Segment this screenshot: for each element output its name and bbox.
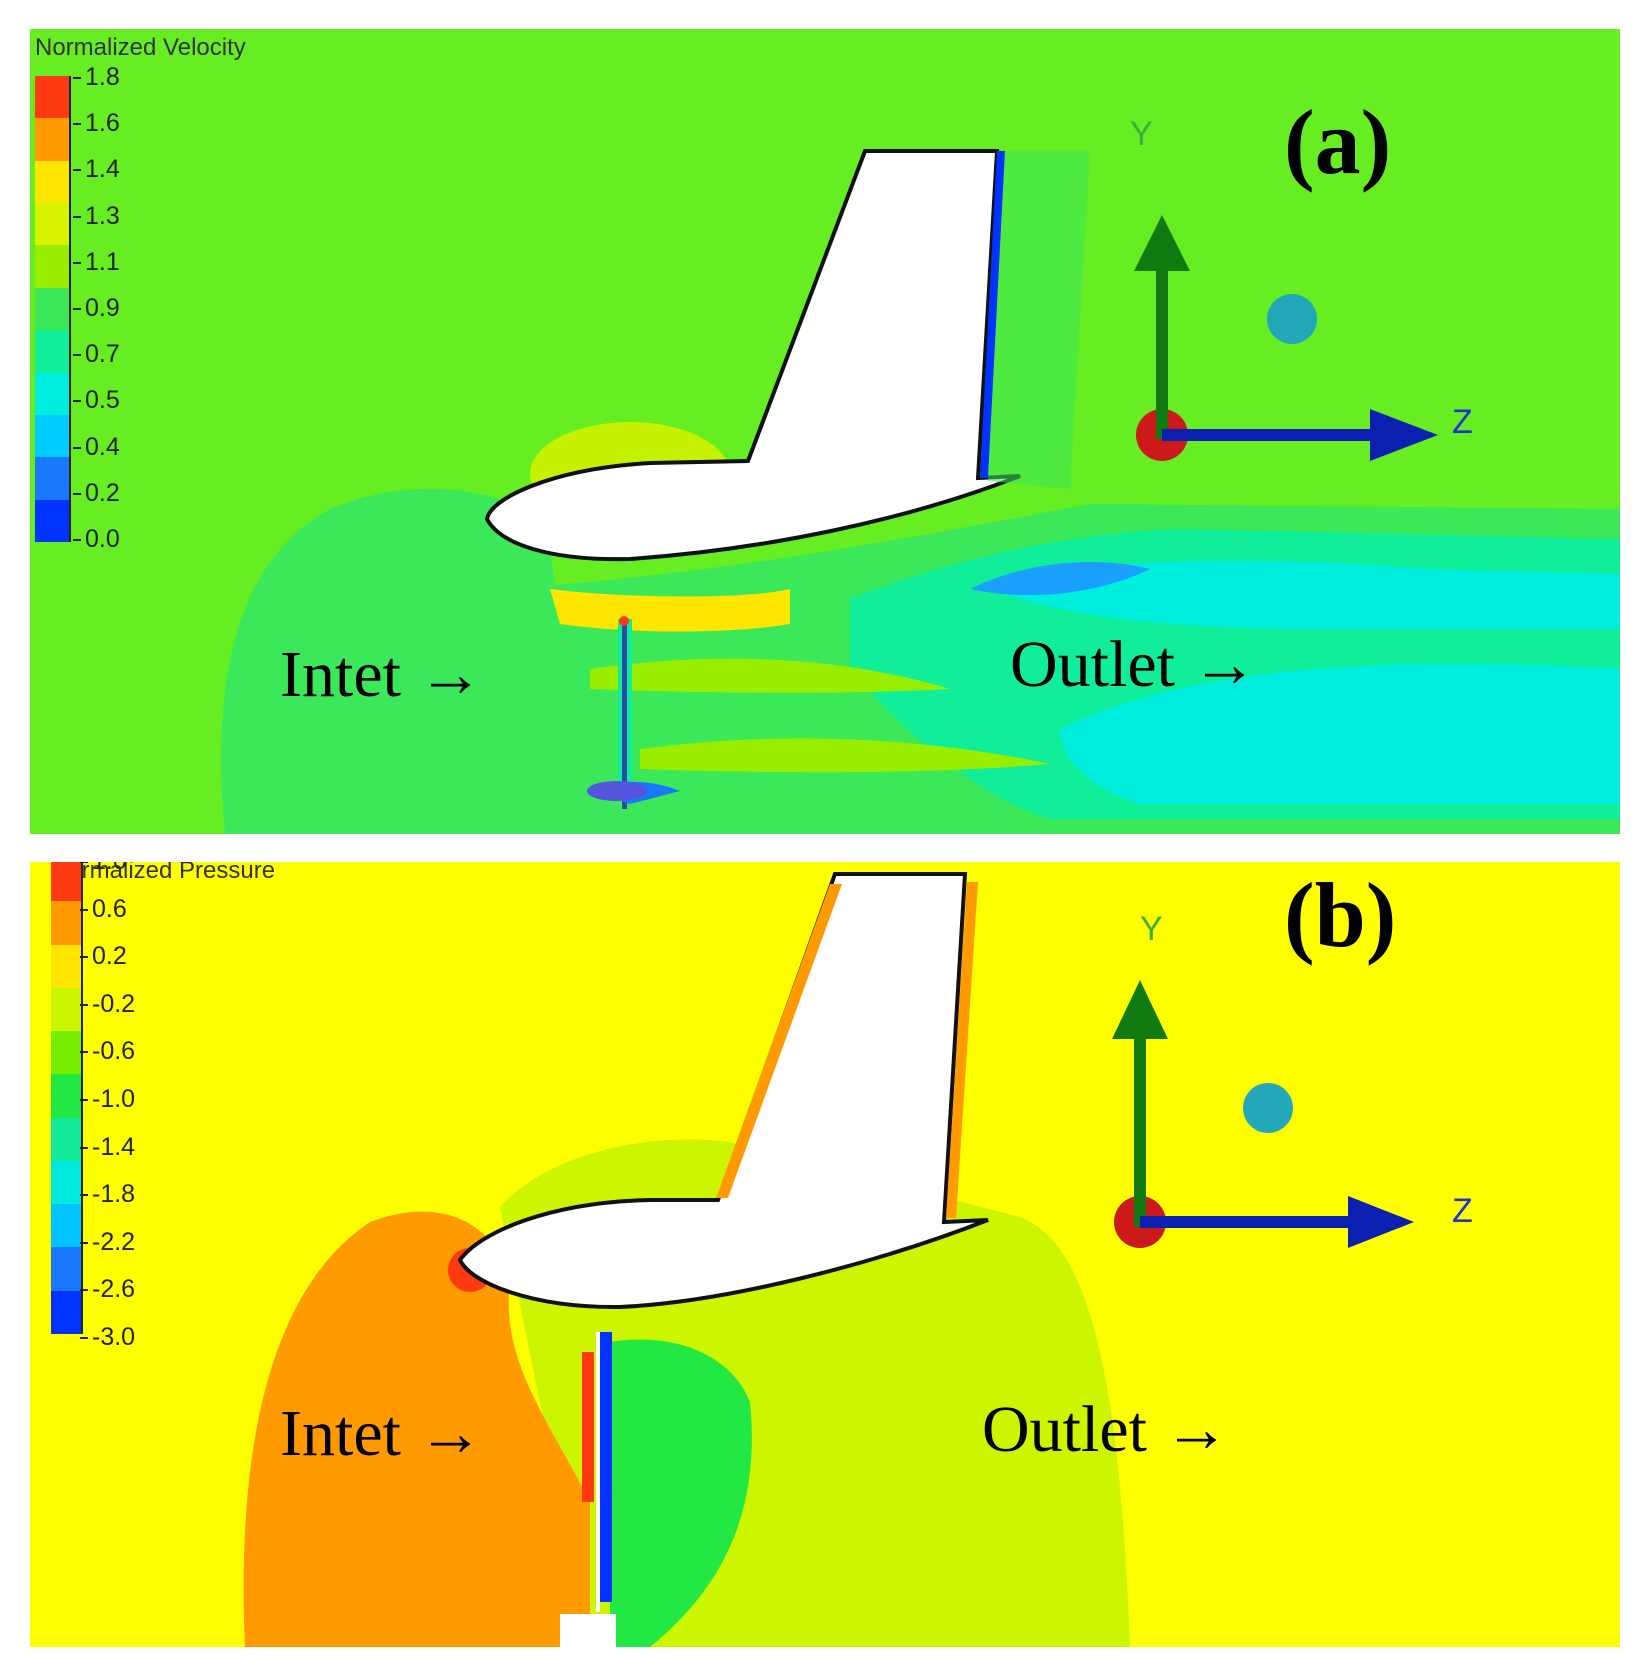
legend-tick-label: 0.0 [73,525,120,553]
legend-swatch [51,1160,81,1205]
hull-and-fin-body [484,149,1021,562]
wake-streak-2 [640,738,1050,773]
z-axis-shaft [1162,429,1372,441]
legend-swatch [35,457,69,500]
legend-swatch [35,203,69,246]
y-axis-arrowhead [1112,980,1168,1039]
legend-swatch [51,1074,81,1118]
legend-swatch [35,118,69,161]
wake-streak-1 [590,658,950,693]
upstream-slow-region [221,488,590,834]
legend-swatch [35,245,69,288]
legend-swatch [51,944,81,988]
y-axis-arrowhead [1134,215,1190,271]
hub-cutout [560,1614,616,1647]
y-axis-shaft [1156,269,1168,439]
color-legend-bar [35,76,71,542]
outlet-label: Outlet → [982,1393,1230,1466]
legend-swatch [35,76,69,119]
fin-wake-region [988,151,1090,489]
z-axis-arrowhead [1348,1196,1414,1248]
legend-swatch [35,287,69,331]
legend-swatch [51,1204,81,1248]
outlet-label: Outlet → [1010,628,1258,701]
legend-tick-label: -1.0 [79,1085,136,1113]
panel-label: (a) [1284,91,1392,193]
z-axis-shaft [1140,1216,1350,1228]
z-axis-label: Z [1452,403,1473,441]
legend-tick-label: -0.6 [79,1037,136,1066]
legend-tick-label: 0.6 [80,894,127,923]
legend-tick-label: -3.0 [79,1323,136,1351]
legend-swatch [51,1290,81,1334]
strut-tip-stagnation [619,616,629,626]
pressure-contour-panel: Normalized Pressure 1.0 0.6 0.2 -0.2 -0.6 -1.… [30,862,1620,1647]
legend-tick-label: -1.4 [79,1132,136,1161]
legend-swatch [51,1031,81,1075]
axis-sphere-marker [1267,294,1317,344]
strut [622,619,627,809]
legend-tick-label: 0.2 [73,478,120,507]
legend-swatch [35,414,69,458]
legend-swatch [51,901,81,945]
legend-tick-label: -2.6 [79,1275,136,1304]
legend-swatch [35,330,69,373]
strut-suction-side [600,1332,612,1602]
inlet-label: Intet → [280,1397,484,1470]
color-legend-bar [51,862,83,1334]
legend-swatch [51,987,81,1032]
legend-tick-label: 0.4 [73,432,120,461]
low-velocity-patch [970,561,1150,596]
panel-label: (b) [1284,864,1397,966]
strut [596,1332,600,1612]
legend-tick-label: 0.7 [73,340,120,369]
hull-and-fin-body [457,872,989,1310]
legend-swatch [51,862,81,902]
legend-swatch [35,160,69,204]
fin-trailing-edge-wake [980,151,1005,478]
strut-low-pressure-pocket [610,1339,752,1647]
fin-leading-edge-pressure [716,884,842,1198]
y-axis-label: Y [1130,115,1153,153]
legend-tick-label: 1.4 [73,155,120,184]
legend-tick-label: 0.9 [73,294,120,322]
legend-swatch [35,499,69,542]
z-axis-arrowhead [1370,409,1438,461]
legend-tick-label: 1.3 [73,201,120,230]
legend-tick-label: -1.8 [79,1180,136,1209]
legend-tick-label: 0.5 [73,386,120,415]
legend-title: Normalized Velocity [35,34,246,61]
fin-trailing-edge-pressure [946,882,978,1218]
hub [587,781,647,801]
legend-tick-label: 1.6 [73,109,120,138]
y-axis-label: Y [1140,910,1163,948]
wake-core-lower [1060,663,1620,804]
legend-tick-label: 0.2 [80,942,127,971]
legend-swatch [51,1117,81,1161]
inlet-label: Intet → [280,638,484,711]
velocity-contour-panel: Normalized Velocity 1.8 1.6 1.4 1.3 1.1 0.9 0.… [30,29,1620,834]
wake-core-upper [990,560,1620,629]
legend-tick-label: 1.8 [73,63,120,91]
legend-title: Normalized Pressure [51,862,276,884]
y-axis-shaft [1134,1037,1146,1227]
velocity-contour-plot [30,29,1620,834]
axis-sphere-marker [1243,1083,1293,1133]
legend-tick-label: -2.2 [79,1227,136,1256]
legend-swatch [51,1247,81,1291]
legend-tick-label: 1.1 [73,247,120,276]
stagnation-high-pressure-region [243,1211,590,1647]
legend-swatch [35,372,69,415]
pressure-contour-plot [30,862,1620,1647]
strut-pressure-side [582,1352,594,1502]
z-axis-label: Z [1452,1192,1473,1230]
legend-tick-label: 1.0 [80,862,127,874]
high-velocity-band [550,589,790,632]
legend-tick-label: -0.2 [79,989,136,1018]
